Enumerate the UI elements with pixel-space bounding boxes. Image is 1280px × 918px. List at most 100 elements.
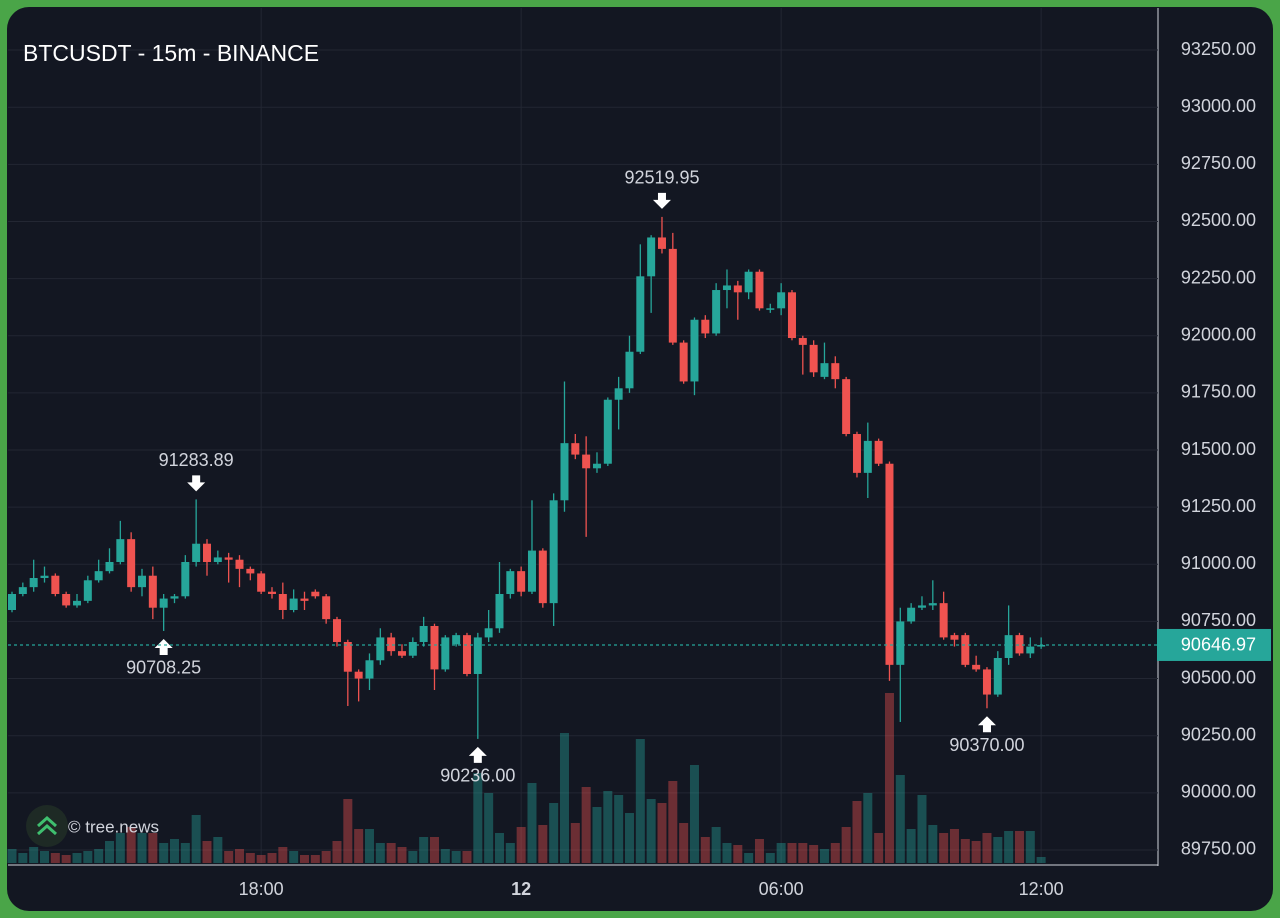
volume-bar <box>1036 857 1046 863</box>
candle-body <box>300 598 309 601</box>
candle-body <box>917 605 926 608</box>
candle-body <box>766 308 775 310</box>
candle-body <box>116 539 125 563</box>
candle-body <box>246 568 255 574</box>
candle-body <box>257 573 266 592</box>
candle-body <box>484 628 493 638</box>
volume-bar <box>949 829 959 863</box>
volume-bar <box>668 781 678 863</box>
candle-body <box>408 641 417 656</box>
volume-bar <box>884 693 894 863</box>
x-tick-label: 06:00 <box>759 879 804 899</box>
candle-body <box>311 591 320 597</box>
volume-bar <box>765 853 775 863</box>
volume-bar <box>657 803 667 863</box>
volume-bar <box>159 843 169 863</box>
volume-bar <box>484 793 494 863</box>
low-arrow <box>468 746 487 763</box>
candle-body <box>452 635 461 645</box>
candle-body <box>657 237 666 249</box>
volume-bar <box>364 829 374 863</box>
candle-body <box>148 575 157 608</box>
watermark: © tree.news <box>68 817 159 836</box>
candle-layer <box>8 216 1046 739</box>
volume-bar <box>819 849 829 863</box>
candle-body <box>419 625 428 642</box>
y-tick-label: 89750.00 <box>1181 839 1256 859</box>
candle-body <box>181 562 190 597</box>
volume-bar <box>1004 831 1014 863</box>
candle-body <box>950 635 959 640</box>
candle-body <box>213 557 222 563</box>
volume-bar <box>527 783 537 863</box>
y-tick-label: 92000.00 <box>1181 324 1256 344</box>
logo-icon <box>37 815 57 836</box>
candle-body <box>896 621 905 665</box>
candle-body <box>560 443 569 501</box>
volume-bar <box>928 825 938 863</box>
volume-bar <box>516 827 526 863</box>
candle-body <box>72 600 81 606</box>
volume-bar <box>635 739 645 863</box>
y-tick-label: 92500.00 <box>1181 210 1256 230</box>
candle-body <box>224 557 233 560</box>
volume-bar <box>256 855 266 863</box>
chart-title: BTCUSDT - 15m - BINANCE <box>23 40 319 66</box>
volume-bar <box>50 853 60 863</box>
candle-body <box>885 463 894 665</box>
candle-body <box>549 500 558 604</box>
candle-body <box>343 641 352 672</box>
volume-bar <box>614 795 624 863</box>
volume-bar <box>72 853 82 863</box>
candle-body <box>614 388 623 400</box>
candle-body <box>939 603 948 638</box>
candle-body <box>322 596 331 620</box>
volume-layer <box>7 693 1046 863</box>
volume-bar <box>148 833 158 863</box>
candle-body <box>387 637 396 652</box>
candle-body <box>538 550 547 604</box>
volume-bar <box>202 841 212 863</box>
volume-bar <box>494 833 504 863</box>
candle-body <box>647 237 656 277</box>
volume-bar <box>809 845 819 863</box>
candle-body <box>289 598 298 610</box>
volume-bar <box>375 843 385 863</box>
candle-body <box>170 596 179 599</box>
candle-body <box>1037 644 1046 647</box>
volume-bar <box>906 829 916 863</box>
volume-bar <box>971 841 981 863</box>
volume-bar <box>321 851 331 863</box>
volume-bar <box>722 843 732 863</box>
candle-body <box>874 440 883 464</box>
high-label: 92519.95 <box>624 168 699 188</box>
volume-bar <box>354 829 364 863</box>
volume-bar <box>505 843 515 863</box>
candle-body <box>907 607 916 622</box>
candle-body <box>8 593 16 610</box>
volume-bar <box>874 833 884 863</box>
candle-body <box>722 285 731 291</box>
volume-bar <box>776 843 786 863</box>
volume-bar <box>982 833 992 863</box>
volume-bar <box>679 823 689 863</box>
volume-bar <box>863 793 873 863</box>
volume-bar <box>917 795 927 863</box>
candle-body <box>376 637 385 661</box>
candle-body <box>18 587 27 594</box>
volume-bar <box>397 847 407 863</box>
volume-bar <box>624 813 634 863</box>
volume-bar <box>267 853 277 863</box>
y-tick-label: 92750.00 <box>1181 153 1256 173</box>
volume-bar <box>386 843 396 863</box>
y-tick-label: 91750.00 <box>1181 382 1256 402</box>
volume-bar <box>224 851 234 863</box>
volume-bar <box>289 851 299 863</box>
volume-bar <box>1025 831 1035 863</box>
candle-body <box>842 379 851 435</box>
candle-body <box>636 276 645 352</box>
candle-body <box>473 637 482 674</box>
candle-body <box>192 543 201 563</box>
volume-bar <box>332 841 342 863</box>
